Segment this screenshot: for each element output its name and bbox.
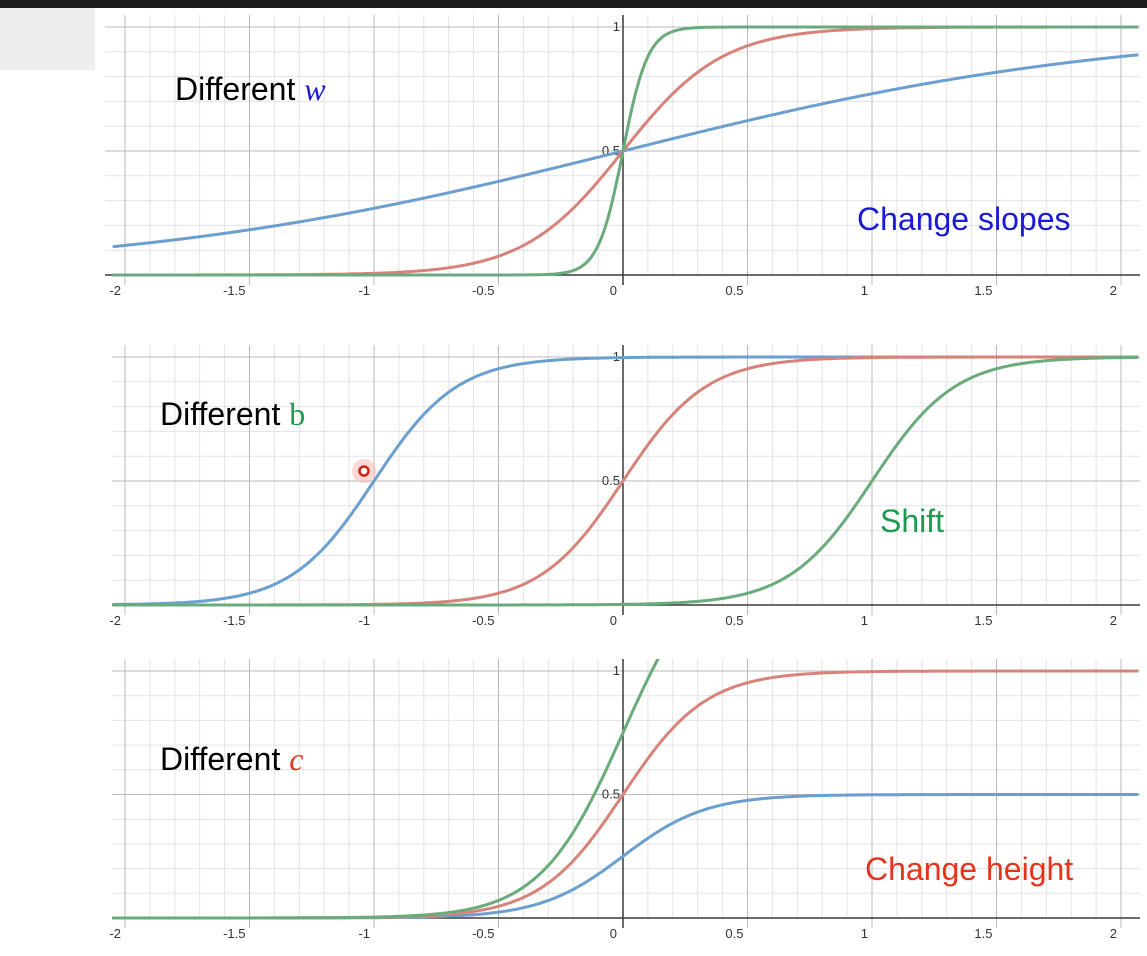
x-tick-label: 0 [610,283,617,298]
y-tick-label: 0.5 [602,787,620,802]
chart-annotation: Change slopes [857,201,1070,237]
x-tick-label: 1.5 [974,926,992,941]
x-tick-label: -1 [358,926,370,941]
x-tick-label: -2 [109,926,121,941]
chart-title: Different b [160,396,305,432]
x-tick-label: 2 [1110,613,1117,628]
x-tick-label: -0.5 [472,613,494,628]
series-curve-1 [112,53,1139,249]
x-tick-label: 2 [1110,283,1117,298]
x-tick-label: -1.5 [223,926,245,941]
chart-title: Different w [175,71,326,107]
series-curve-3 [112,659,660,920]
cursor-dot [358,465,370,477]
x-tick-label: 1 [861,926,868,941]
y-tick-label: 1 [613,663,620,678]
x-tick-label: 0.5 [725,613,743,628]
x-tick-label: -1.5 [223,613,245,628]
x-tick-label: -2 [109,283,121,298]
chart-panel-3: -2 -1.5 -1 -0.5 0 0.5 1 1.5 2 0.5 1 Different c Chan… [109,659,1140,941]
x-tick-label: 0.5 [725,926,743,941]
chart-title: Different c [160,741,303,777]
x-tick-label: -0.5 [472,283,494,298]
y-tick-label: 1 [613,19,620,34]
series-curve-3 [112,355,1139,607]
x-tick-label: 1.5 [974,283,992,298]
x-tick-label: 1 [861,613,868,628]
x-tick-label: 0.5 [725,283,743,298]
x-tick-label: -2 [109,613,121,628]
x-tick-label: -0.5 [472,926,494,941]
x-tick-label: 1 [861,283,868,298]
y-tick-label: 0.5 [602,473,620,488]
x-tick-label: 0 [610,613,617,628]
x-tick-label: 2 [1110,926,1117,941]
x-tick-label: -1 [358,283,370,298]
x-tick-label: -1 [358,613,370,628]
top-left-fade [0,8,95,70]
top-dark-strip [0,0,1147,8]
x-tick-label: 0 [610,926,617,941]
x-tick-label: 1.5 [974,613,992,628]
chart-annotation: Change height [865,851,1073,887]
chart-annotation: Shift [880,503,944,539]
x-tick-label: -1.5 [223,283,245,298]
series-curve-3 [112,25,1139,277]
